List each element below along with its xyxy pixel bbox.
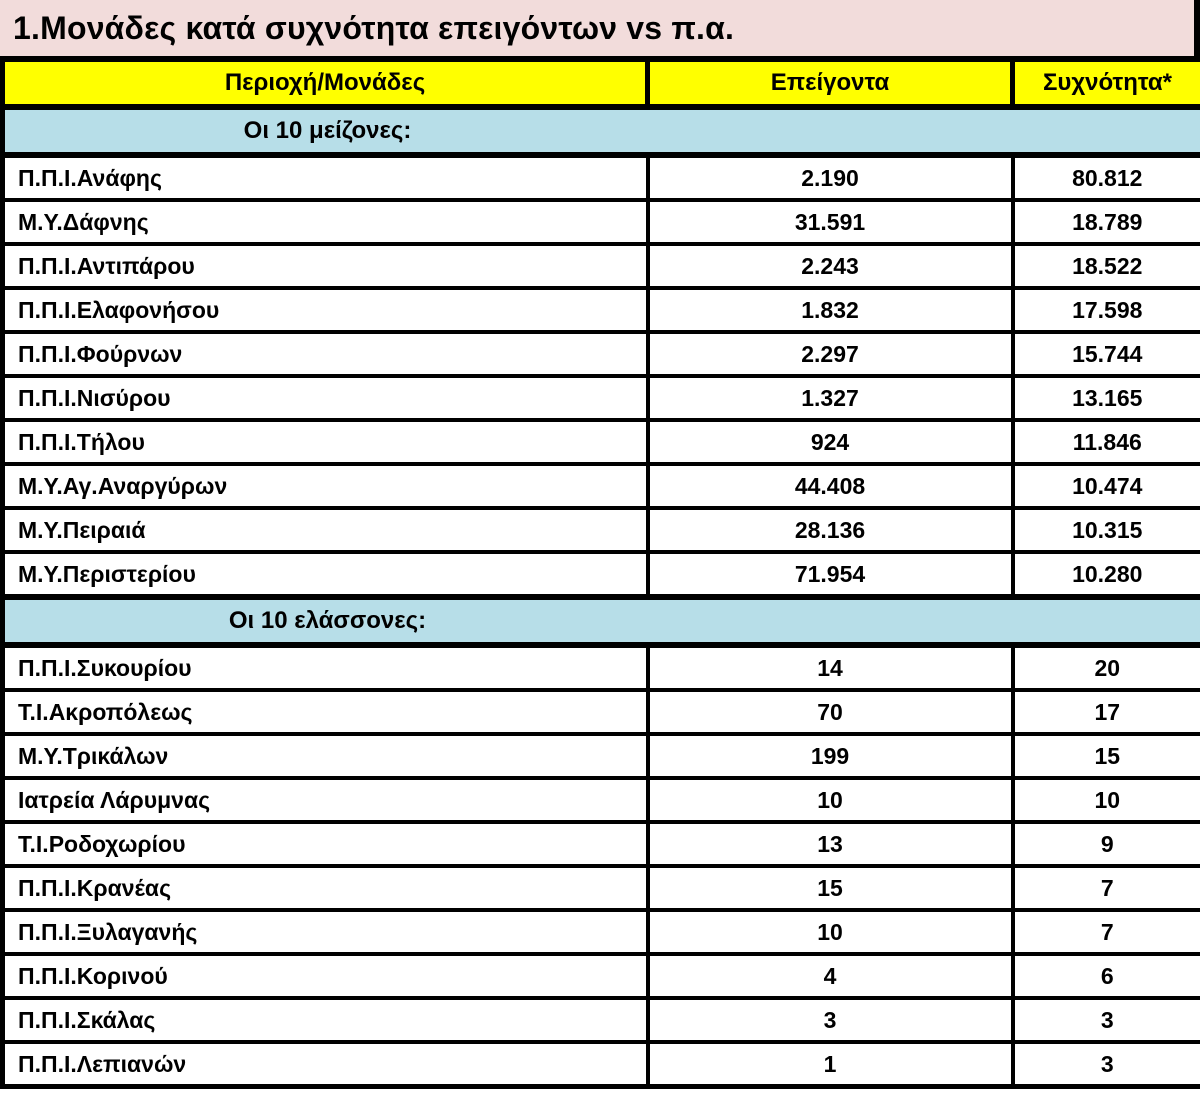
frequency-cell: 10 — [1010, 776, 1200, 824]
col-header-region-units: Περιοχή/Μονάδες — [0, 56, 650, 110]
units-frequency-table: Περιοχή/Μονάδες Επείγοντα Συχνότητα* Οι … — [0, 56, 1200, 1089]
frequency-cell: 17 — [1010, 688, 1200, 736]
table-row: Μ.Υ.Περιστερίου 71.954 10.280 — [0, 550, 1200, 599]
table-row: Τ.Ι.Ροδοχωρίου 13 9 — [0, 820, 1200, 868]
unit-name-cell: Ιατρεία Λάρυμνας — [0, 776, 650, 824]
table-row: Μ.Υ.Αγ.Αναργύρων 44.408 10.474 — [0, 462, 1200, 510]
frequency-cell: 7 — [1010, 864, 1200, 912]
frequency-cell: 3 — [1010, 1040, 1200, 1089]
table-row: Μ.Υ.Πειραιά 28.136 10.315 — [0, 506, 1200, 554]
frequency-cell: 11.846 — [1010, 418, 1200, 466]
unit-name-cell: Π.Π.Ι.Αντιπάρου — [0, 242, 650, 290]
unit-name-cell: Π.Π.Ι.Κρανέας — [0, 864, 650, 912]
emergencies-cell: 70 — [645, 688, 1015, 736]
page-title: 1.Μονάδες κατά συχνότητα επειγόντων vs π… — [0, 0, 1200, 56]
emergencies-cell: 44.408 — [645, 462, 1015, 510]
section-header-cell: Οι 10 ελάσσονες: — [0, 594, 1200, 648]
emergencies-cell: 1 — [645, 1040, 1015, 1089]
frequency-cell: 10.474 — [1010, 462, 1200, 510]
table-row: Π.Π.Ι.Αντιπάρου 2.243 18.522 — [0, 242, 1200, 290]
table-row: Μ.Υ.Δάφνης 31.591 18.789 — [0, 198, 1200, 246]
table-row: Π.Π.Ι.Φούρνων 2.297 15.744 — [0, 330, 1200, 378]
unit-name-cell: Μ.Υ.Τρικάλων — [0, 732, 650, 780]
col-header-emergencies: Επείγοντα — [645, 56, 1015, 110]
frequency-cell: 10.315 — [1010, 506, 1200, 554]
unit-name-cell: Π.Π.Ι.Τήλου — [0, 418, 650, 466]
emergencies-cell: 1.327 — [645, 374, 1015, 422]
unit-name-cell: Μ.Υ.Δάφνης — [0, 198, 650, 246]
frequency-cell: 13.165 — [1010, 374, 1200, 422]
table-row: Π.Π.Ι.Ανάφης 2.190 80.812 — [0, 153, 1200, 202]
section-label: Οι 10 ελάσσονες: — [228, 607, 427, 634]
section-header-row-majors: Οι 10 μείζονες: — [0, 104, 1200, 158]
emergencies-cell: 10 — [645, 776, 1015, 824]
emergencies-cell: 199 — [645, 732, 1015, 780]
table-row: Ιατρεία Λάρυμνας 10 10 — [0, 776, 1200, 824]
unit-name-cell: Τ.Ι.Ροδοχωρίου — [0, 820, 650, 868]
table-row: Τ.Ι.Ακροπόλεως 70 17 — [0, 688, 1200, 736]
frequency-cell: 15.744 — [1010, 330, 1200, 378]
section-header-row-minors: Οι 10 ελάσσονες: — [0, 594, 1200, 648]
table-row: Μ.Υ.Τρικάλων 199 15 — [0, 732, 1200, 780]
unit-name-cell: Π.Π.Ι.Ξυλαγανής — [0, 908, 650, 956]
emergencies-cell: 924 — [645, 418, 1015, 466]
frequency-cell: 7 — [1010, 908, 1200, 956]
unit-name-cell: Π.Π.Ι.Ανάφης — [0, 153, 650, 202]
table-row: Π.Π.Ι.Κρανέας 15 7 — [0, 864, 1200, 912]
emergencies-cell: 13 — [645, 820, 1015, 868]
emergencies-cell: 1.832 — [645, 286, 1015, 334]
unit-name-cell: Μ.Υ.Αγ.Αναργύρων — [0, 462, 650, 510]
emergencies-cell: 3 — [645, 996, 1015, 1044]
unit-name-cell: Μ.Υ.Περιστερίου — [0, 550, 650, 599]
frequency-cell: 15 — [1010, 732, 1200, 780]
section-header-cell: Οι 10 μείζονες: — [0, 104, 1200, 158]
frequency-cell: 20 — [1010, 643, 1200, 692]
emergencies-cell: 31.591 — [645, 198, 1015, 246]
table-row: Π.Π.Ι.Σκάλας 3 3 — [0, 996, 1200, 1044]
table-row: Π.Π.Ι.Λεπιανών 1 3 — [0, 1040, 1200, 1089]
frequency-cell: 3 — [1010, 996, 1200, 1044]
emergencies-cell: 2.297 — [645, 330, 1015, 378]
table-row: Π.Π.Ι.Συκουρίου 14 20 — [0, 643, 1200, 692]
header-row: Περιοχή/Μονάδες Επείγοντα Συχνότητα* — [0, 56, 1200, 110]
table-row: Π.Π.Ι.Τήλου 924 11.846 — [0, 418, 1200, 466]
unit-name-cell: Μ.Υ.Πειραιά — [0, 506, 650, 554]
unit-name-cell: Π.Π.Ι.Συκουρίου — [0, 643, 650, 692]
col-header-frequency: Συχνότητα* — [1010, 56, 1200, 110]
frequency-cell: 17.598 — [1010, 286, 1200, 334]
emergencies-cell: 2.190 — [645, 153, 1015, 202]
table-row: Π.Π.Ι.Νισύρου 1.327 13.165 — [0, 374, 1200, 422]
frequency-cell: 9 — [1010, 820, 1200, 868]
table-row: Π.Π.Ι.Ξυλαγανής 10 7 — [0, 908, 1200, 956]
unit-name-cell: Π.Π.Ι.Ελαφονήσου — [0, 286, 650, 334]
section-label: Οι 10 μείζονες: — [243, 117, 412, 144]
emergencies-cell: 14 — [645, 643, 1015, 692]
table-row: Π.Π.Ι.Κορινού 4 6 — [0, 952, 1200, 1000]
frequency-cell: 10.280 — [1010, 550, 1200, 599]
unit-name-cell: Π.Π.Ι.Λεπιανών — [0, 1040, 650, 1089]
table-row: Π.Π.Ι.Ελαφονήσου 1.832 17.598 — [0, 286, 1200, 334]
emergencies-cell: 10 — [645, 908, 1015, 956]
frequency-cell: 6 — [1010, 952, 1200, 1000]
unit-name-cell: Τ.Ι.Ακροπόλεως — [0, 688, 650, 736]
unit-name-cell: Π.Π.Ι.Κορινού — [0, 952, 650, 1000]
frequency-cell: 18.789 — [1010, 198, 1200, 246]
emergencies-cell: 15 — [645, 864, 1015, 912]
emergencies-cell: 4 — [645, 952, 1015, 1000]
frequency-cell: 80.812 — [1010, 153, 1200, 202]
emergencies-cell: 2.243 — [645, 242, 1015, 290]
unit-name-cell: Π.Π.Ι.Φούρνων — [0, 330, 650, 378]
emergencies-cell: 28.136 — [645, 506, 1015, 554]
unit-name-cell: Π.Π.Ι.Νισύρου — [0, 374, 650, 422]
frequency-cell: 18.522 — [1010, 242, 1200, 290]
emergencies-cell: 71.954 — [645, 550, 1015, 599]
unit-name-cell: Π.Π.Ι.Σκάλας — [0, 996, 650, 1044]
